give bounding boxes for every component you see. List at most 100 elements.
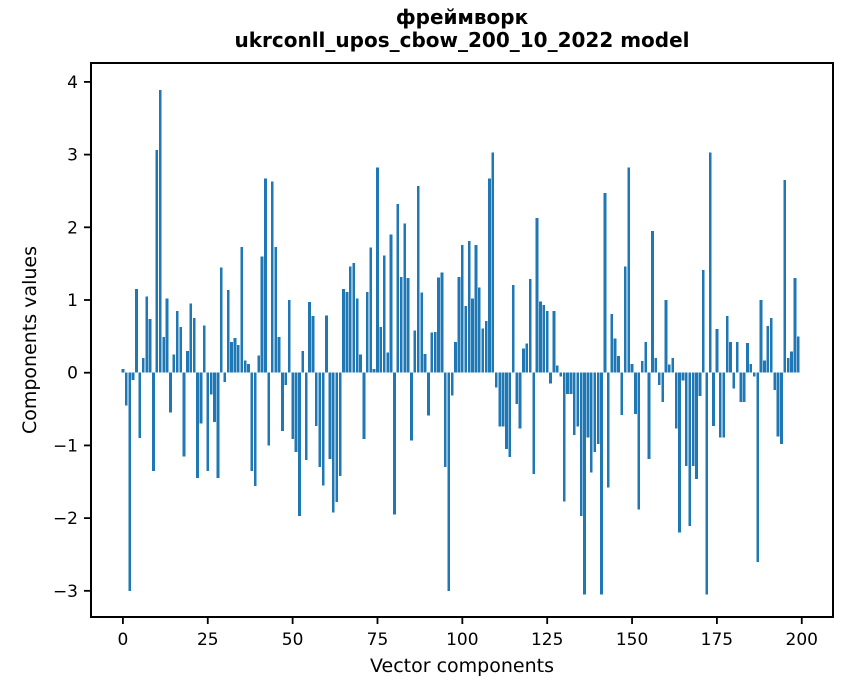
bar-component-91 [430,332,434,373]
bar-component-126 [549,372,552,384]
bar-component-72 [365,292,369,373]
bar-component-178 [725,316,729,373]
bar-component-146 [617,355,620,373]
x-tick-label: 175 [701,630,733,650]
bar-component-101 [464,305,468,373]
bar-component-71 [362,372,366,439]
bar-component-14 [169,372,172,413]
bar-component-129 [559,372,563,377]
bar-component-18 [182,372,186,457]
bar-component-55 [308,302,311,373]
bar-component-193 [776,372,780,437]
bar-component-128 [556,365,559,373]
bar-component-185 [749,363,753,373]
bar-component-85 [410,372,413,441]
bar-component-0 [121,369,125,373]
bar-component-190 [766,326,770,373]
bar-component-169 [695,372,698,479]
bar-component-194 [780,372,783,444]
bar-component-63 [335,372,339,503]
bar-component-3 [131,372,135,380]
bar-component-197 [790,351,793,373]
bar-component-68 [352,262,356,373]
bar-component-122 [535,217,539,373]
bar-component-176 [718,372,722,438]
y-tick-label: −3 [53,582,78,602]
bar-component-199 [797,336,800,373]
bar-component-27 [213,372,216,423]
bar-component-139 [593,372,597,452]
bar-component-34 [236,345,240,373]
y-tick-label: 0 [67,364,78,384]
bar-component-7 [145,296,149,373]
bar-component-19 [186,350,189,373]
bar-component-112 [501,372,505,427]
bar-component-6 [141,358,145,373]
bar-component-150 [630,363,634,373]
bar-component-70 [359,354,362,373]
bar-component-42 [264,178,267,373]
bar-component-136 [583,372,586,595]
x-tick-label: 150 [616,630,648,650]
bar-component-170 [698,372,702,396]
bar-component-54 [304,372,308,460]
bar-component-156 [651,230,654,373]
bar-component-120 [528,278,532,373]
bar-component-29 [219,267,223,373]
bar-component-77 [382,255,386,373]
bar-component-17 [179,326,182,373]
bar-component-66 [345,292,349,373]
bar-component-174 [712,372,715,426]
bar-component-121 [532,372,535,474]
bar-component-22 [196,372,199,479]
bar-component-65 [342,289,345,373]
bar-component-195 [783,180,787,373]
bar-component-168 [691,372,695,466]
bar-component-89 [423,353,427,373]
bar-component-165 [681,372,685,381]
bar-component-142 [603,193,607,373]
bar-component-95 [444,372,447,468]
bar-component-4 [135,289,138,373]
bar-component-88 [420,292,423,373]
bar-component-28 [216,372,220,479]
bar-component-38 [250,372,254,471]
bar-component-58 [318,372,322,468]
bar-component-1 [124,372,128,406]
bar-component-159 [661,372,664,402]
bar-component-141 [600,372,603,595]
bar-component-132 [569,372,573,394]
bar-component-80 [393,372,396,515]
bar-component-175 [715,329,719,373]
bar-component-166 [685,372,688,466]
y-axis-label: Components values [19,245,41,435]
bar-component-41 [260,256,264,373]
bar-component-24 [203,325,206,373]
y-tick-label: 3 [67,146,78,166]
bar-component-98 [454,342,457,373]
bar-component-21 [192,318,196,373]
bar-component-97 [450,372,454,396]
bar-component-144 [610,313,614,373]
bar-component-179 [729,342,732,373]
bar-component-102 [467,241,471,373]
bar-component-116 [515,372,518,404]
bar-component-152 [637,372,641,510]
bar-component-99 [457,276,461,373]
bar-component-37 [247,363,250,373]
y-tick-label: 1 [67,291,78,311]
bar-component-163 [674,372,678,429]
bar-component-167 [688,372,692,527]
bar-component-53 [301,350,305,373]
bar-component-187 [756,372,759,562]
bar-component-82 [399,276,403,373]
bar-component-13 [165,298,169,373]
bar-component-16 [175,310,179,373]
bar-component-10 [155,150,159,373]
bar-component-114 [508,372,512,458]
bar-component-140 [596,372,600,444]
bar-component-100 [460,244,464,373]
bar-component-56 [311,316,315,373]
bar-component-47 [281,372,284,431]
bar-component-162 [671,358,675,373]
